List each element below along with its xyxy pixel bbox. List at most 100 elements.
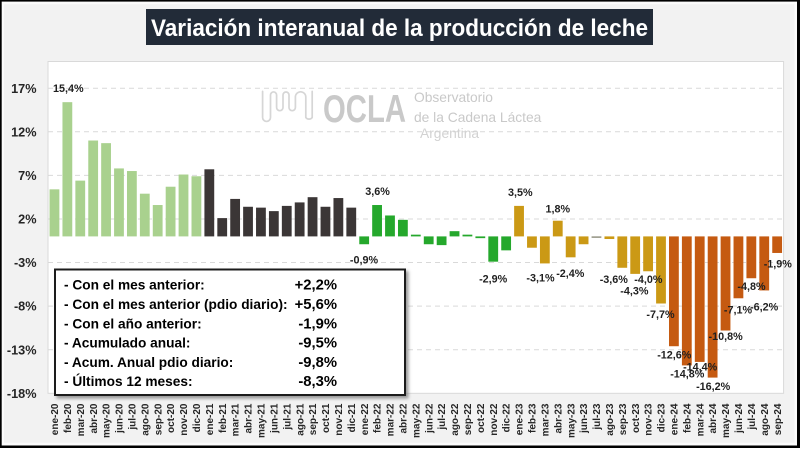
svg-text:feb-21: feb-21	[218, 403, 229, 433]
svg-text:jul-21: jul-21	[282, 403, 293, 431]
svg-text:sep-20: sep-20	[153, 403, 164, 435]
svg-text:dic-23: dic-23	[657, 403, 668, 432]
svg-text:nov-23: nov-23	[644, 403, 655, 436]
svg-text:-2,4%: -2,4%	[556, 268, 585, 280]
svg-text:feb-23: feb-23	[528, 403, 539, 433]
svg-text:jun-20: jun-20	[115, 403, 126, 434]
svg-text:OCLA: OCLA	[323, 88, 406, 131]
svg-text:-4,8%: -4,8%	[737, 281, 766, 293]
svg-text:ene-23: ene-23	[515, 403, 526, 435]
svg-text:-0,9%: -0,9%	[350, 255, 379, 267]
svg-text:+2,2%: +2,2%	[295, 278, 337, 294]
svg-text:-12,6%: -12,6%	[657, 350, 692, 362]
svg-text:-1,9%: -1,9%	[764, 259, 793, 271]
svg-text:3,5%: 3,5%	[508, 187, 533, 199]
svg-text:feb-22: feb-22	[373, 403, 384, 433]
svg-text:mar-21: mar-21	[231, 403, 242, 436]
svg-text:-7,7%: -7,7%	[646, 309, 675, 321]
svg-text:- Últimos 12 meses:: - Últimos 12 meses:	[64, 374, 193, 389]
svg-text:-10,8%: -10,8%	[708, 331, 743, 343]
svg-text:jun-23: jun-23	[579, 403, 590, 434]
svg-text:mar-23: mar-23	[540, 403, 551, 436]
svg-text:abr-22: abr-22	[398, 403, 409, 433]
svg-text:Observatorio: Observatorio	[414, 90, 493, 105]
svg-text:-18%: -18%	[7, 387, 37, 401]
svg-text:may-21: may-21	[257, 403, 268, 438]
svg-text:sep-23: sep-23	[618, 403, 629, 435]
svg-text:ene-22: ene-22	[360, 403, 371, 435]
svg-text:mar-24: mar-24	[695, 403, 706, 436]
svg-text:7%: 7%	[18, 169, 36, 183]
svg-text:2%: 2%	[18, 213, 36, 227]
svg-text:- Acumulado anual:: - Acumulado anual:	[64, 336, 191, 351]
svg-text:dic-20: dic-20	[192, 403, 203, 432]
svg-text:-9,8%: -9,8%	[298, 355, 337, 371]
svg-text:jun-22: jun-22	[424, 403, 435, 434]
svg-text:may-20: may-20	[102, 403, 113, 438]
svg-text:oct-21: oct-21	[321, 403, 332, 433]
svg-text:may-24: may-24	[721, 403, 732, 438]
svg-text:oct-20: oct-20	[166, 403, 177, 433]
svg-text:oct-23: oct-23	[631, 403, 642, 433]
svg-text:dic-21: dic-21	[347, 403, 358, 432]
svg-text:-4,3%: -4,3%	[620, 286, 649, 298]
svg-text:feb-24: feb-24	[682, 403, 693, 433]
svg-text:may-23: may-23	[566, 403, 577, 438]
svg-text:-7,1%: -7,1%	[724, 305, 753, 317]
svg-text:+5,6%: +5,6%	[295, 297, 337, 313]
svg-text:-16,2%: -16,2%	[696, 381, 731, 393]
svg-text:-3,6%: -3,6%	[600, 274, 629, 286]
svg-text:nov-20: nov-20	[179, 403, 190, 436]
svg-text:-3%: -3%	[14, 256, 37, 270]
svg-text:abr-21: abr-21	[244, 403, 255, 433]
svg-text:-2,9%: -2,9%	[479, 274, 508, 286]
svg-text:sep-24: sep-24	[773, 403, 784, 435]
svg-text:Variación interanual de la pro: Variación interanual de la producción de…	[151, 15, 648, 42]
svg-text:15,4%: 15,4%	[53, 83, 84, 95]
svg-text:-4,0%: -4,0%	[634, 274, 663, 286]
svg-text:-8,3%: -8,3%	[298, 374, 337, 390]
svg-text:jul-22: jul-22	[437, 403, 448, 431]
svg-text:Argentina: Argentina	[420, 126, 479, 141]
svg-text:-6,2%: -6,2%	[750, 302, 779, 314]
svg-text:ago-24: ago-24	[760, 403, 771, 436]
svg-text:de la Cadena Láctea: de la Cadena Láctea	[414, 110, 542, 125]
svg-text:jul-20: jul-20	[127, 403, 138, 431]
svg-text:-3,1%: -3,1%	[526, 273, 555, 285]
svg-text:abr-24: abr-24	[708, 403, 719, 433]
svg-text:- Con el año anterior:: - Con el año anterior:	[64, 316, 202, 331]
svg-text:12%: 12%	[11, 125, 36, 139]
svg-text:-14,4%: -14,4%	[683, 361, 718, 373]
svg-text:3,6%: 3,6%	[365, 186, 390, 198]
svg-text:- Con el mes anterior:: - Con el mes anterior:	[64, 278, 205, 293]
svg-text:sep-21: sep-21	[308, 403, 319, 435]
svg-text:ene-21: ene-21	[205, 403, 216, 435]
svg-text:may-22: may-22	[411, 403, 422, 438]
svg-text:-14,8%: -14,8%	[670, 369, 705, 381]
svg-text:dic-22: dic-22	[502, 403, 513, 432]
svg-text:jun-21: jun-21	[269, 403, 280, 434]
svg-text:feb-20: feb-20	[63, 403, 74, 433]
svg-text:ago-21: ago-21	[295, 403, 306, 436]
svg-text:-8%: -8%	[14, 300, 37, 314]
svg-text:1,8%: 1,8%	[545, 204, 570, 216]
svg-text:nov-22: nov-22	[489, 403, 500, 436]
svg-text:oct-22: oct-22	[476, 403, 487, 433]
svg-text:-13%: -13%	[7, 343, 37, 357]
svg-text:jul-24: jul-24	[747, 403, 758, 431]
svg-text:sep-22: sep-22	[463, 403, 474, 435]
svg-text:abr-20: abr-20	[89, 403, 100, 433]
svg-text:- Acum. Anual pdio diario:: - Acum. Anual pdio diario:	[64, 355, 233, 370]
svg-text:- Con el mes anterior (pdio di: - Con el mes anterior (pdio diario):	[64, 297, 288, 312]
svg-text:-1,9%: -1,9%	[298, 316, 337, 332]
svg-text:nov-21: nov-21	[334, 403, 345, 436]
svg-text:ene-24: ene-24	[670, 403, 681, 435]
svg-text:mar-20: mar-20	[76, 403, 87, 436]
svg-text:mar-22: mar-22	[386, 403, 397, 436]
svg-text:abr-23: abr-23	[553, 403, 564, 433]
svg-text:ago-20: ago-20	[140, 403, 151, 436]
svg-text:-9,5%: -9,5%	[298, 336, 337, 352]
svg-text:jun-24: jun-24	[734, 403, 745, 434]
svg-text:ene-20: ene-20	[50, 403, 61, 435]
svg-text:17%: 17%	[11, 82, 36, 96]
